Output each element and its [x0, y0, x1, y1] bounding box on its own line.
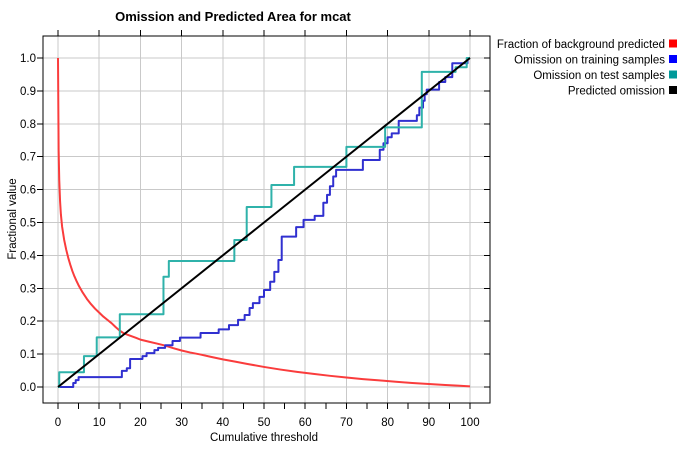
legend-label: Omission on training samples	[514, 55, 665, 67]
x-tick-label: 20	[134, 417, 147, 429]
legend-label: Predicted omission	[568, 86, 665, 98]
x-tick-label: 0	[55, 417, 61, 429]
y-tick-label: 0.5	[20, 218, 36, 230]
curve-omission-training-samples	[58, 57, 470, 388]
curve-fraction-background-predicted	[57, 57, 471, 388]
curve-predicted-omission	[57, 57, 471, 388]
axis-ticks	[37, 30, 490, 409]
x-tick-label: 50	[258, 417, 271, 429]
y-tick-label: 0.7	[20, 152, 36, 164]
x-tick-label: 80	[381, 417, 394, 429]
legend-item: Omission on test samples	[533, 70, 677, 82]
x-tick-labels: 0 10 20 30 40 50 60 70 80 90 100	[55, 417, 480, 429]
legend-label: Fraction of background predicted	[497, 39, 665, 51]
x-tick-label: 90	[422, 417, 435, 429]
data-series-group	[57, 57, 471, 388]
y-tick-label: 0.8	[20, 119, 36, 131]
legend-label: Omission on test samples	[533, 70, 665, 82]
x-tick-label: 100	[460, 417, 479, 429]
curve-omission-test-samples	[58, 57, 470, 388]
y-tick-label: 0.6	[20, 185, 36, 197]
legend-item: Omission on training samples	[514, 55, 677, 67]
legend-swatch-predicted-omission	[669, 86, 677, 94]
chart-title: Omission and Predicted Area for mcat	[115, 9, 351, 24]
legend-swatch-test-omission	[669, 70, 677, 79]
x-tick-label: 10	[93, 417, 106, 429]
legend-item: Predicted omission	[568, 86, 677, 98]
y-tick-label: 0.1	[20, 349, 36, 361]
y-axis-title: Fractional value	[7, 178, 19, 259]
x-tick-label: 60	[299, 417, 312, 429]
plot-border	[42, 35, 491, 404]
x-tick-label: 70	[340, 417, 353, 429]
x-axis-title: Cumulative threshold	[210, 432, 318, 444]
y-tick-label: 0.2	[20, 316, 36, 328]
y-tick-label: 0.3	[20, 283, 36, 295]
legend-swatch-background-predicted	[669, 39, 677, 48]
y-tick-label: 0.9	[20, 86, 36, 98]
y-tick-label: 0.0	[20, 382, 36, 394]
legend-swatch-training-omission	[669, 55, 677, 63]
y-tick-label: 1.0	[20, 53, 36, 65]
y-tick-label: 0.4	[20, 250, 37, 262]
legend: Fraction of background predicted Omissio…	[497, 39, 677, 98]
x-tick-label: 30	[175, 417, 188, 429]
x-tick-label: 40	[216, 417, 229, 429]
y-tick-labels: 0.0 0.1 0.2 0.3 0.4 0.5 0.6 0.7 0.8 0.9 1.0	[20, 53, 37, 394]
legend-item: Fraction of background predicted	[497, 39, 677, 51]
